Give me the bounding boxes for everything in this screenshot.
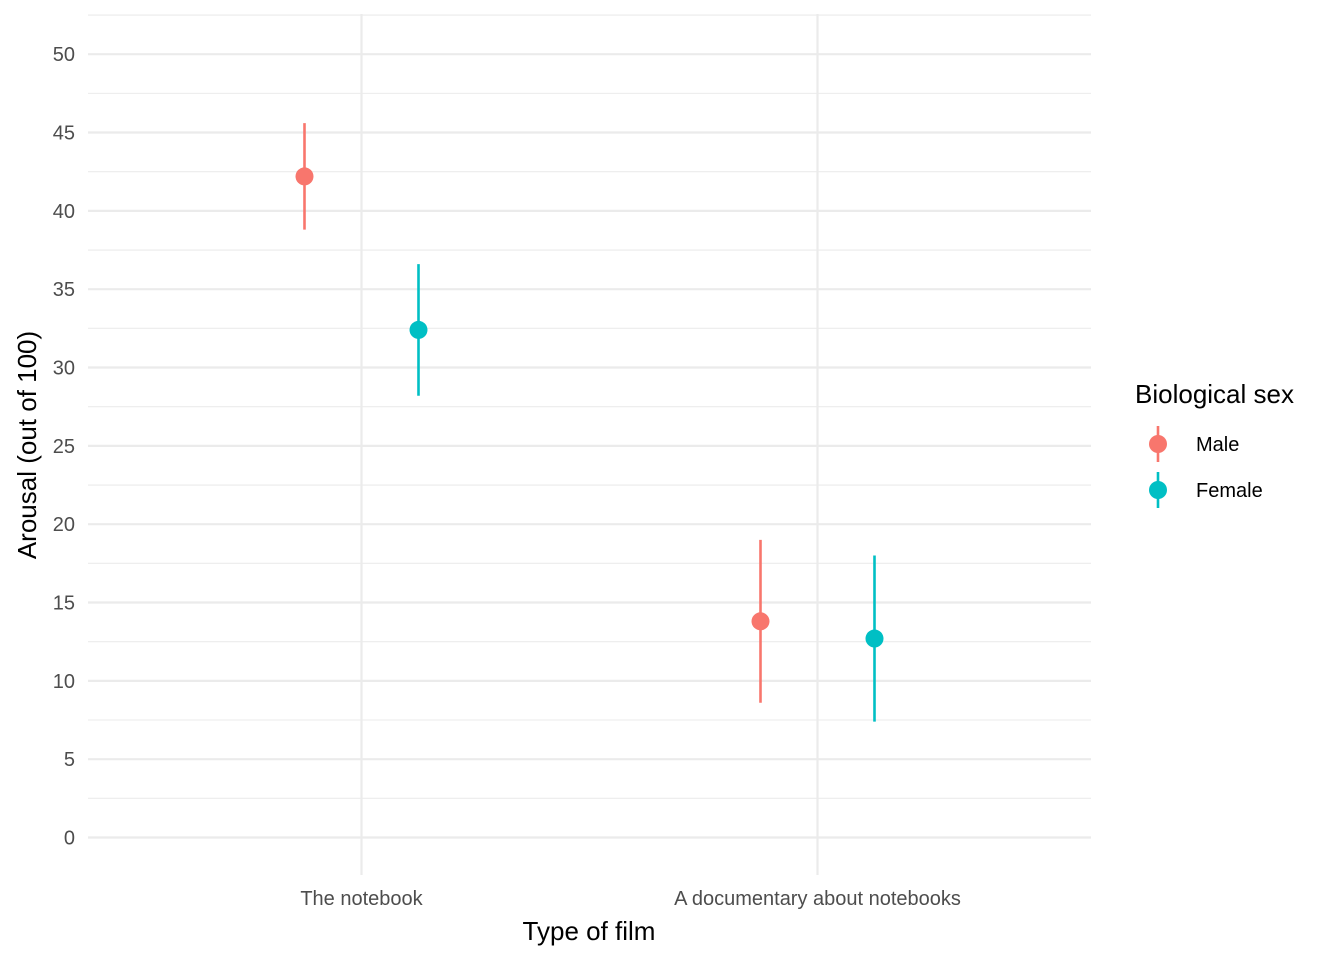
y-tick-label: 5 — [64, 749, 75, 771]
legend-items: Male Female — [1149, 426, 1263, 508]
y-tick-label: 25 — [53, 436, 75, 458]
x-tick-label: A documentary about notebooks — [674, 888, 961, 910]
y-axis-tick-labels: 0 5 10 15 20 25 30 35 40 45 50 — [53, 44, 75, 849]
y-tick-label: 40 — [53, 201, 75, 223]
point-female — [865, 629, 884, 648]
y-tick-label: 35 — [53, 279, 75, 301]
legend-key-point-female — [1149, 481, 1167, 499]
legend-label-female: Female — [1196, 480, 1263, 502]
y-tick-label: 10 — [53, 671, 75, 693]
point-female — [409, 320, 428, 339]
point-male — [751, 612, 770, 631]
data-marks — [295, 123, 884, 722]
x-axis-tick-labels: The notebook A documentary about notebook… — [300, 888, 961, 910]
point-male — [295, 167, 314, 186]
y-tick-label: 0 — [64, 828, 75, 850]
grid-lines — [88, 14, 1091, 875]
y-tick-label: 30 — [53, 358, 75, 380]
legend-key-point-male — [1149, 435, 1167, 453]
y-tick-label: 45 — [53, 123, 75, 145]
y-tick-label: 20 — [53, 514, 75, 536]
legend: Biological sex Male Female — [1135, 379, 1294, 508]
legend-title: Biological sex — [1135, 379, 1294, 409]
legend-label-male: Male — [1196, 434, 1239, 456]
y-tick-label: 15 — [53, 593, 75, 615]
x-axis-title: Type of film — [523, 916, 656, 946]
x-tick-label: The notebook — [300, 888, 423, 910]
y-axis-title: Arousal (out of 100) — [12, 331, 42, 559]
y-tick-label: 50 — [53, 44, 75, 66]
